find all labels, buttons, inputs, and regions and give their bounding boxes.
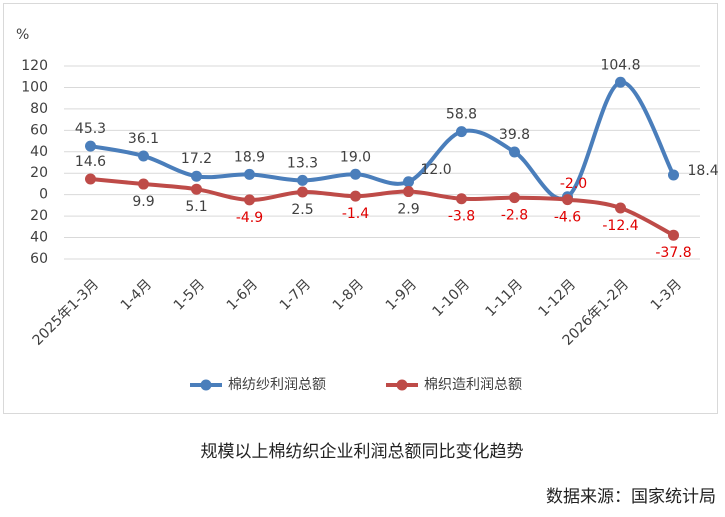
data-label: -4.6 [554, 210, 581, 226]
data-label: 45.3 [75, 121, 106, 137]
data-point [85, 173, 96, 185]
data-label: 18.9 [234, 149, 265, 165]
source: 数据来源：国家统计局 [546, 487, 716, 507]
data-point [668, 169, 679, 181]
y-unit: % [16, 27, 29, 43]
data-label: 36.1 [128, 131, 159, 147]
data-point [191, 170, 202, 182]
data-point [562, 194, 573, 206]
data-label: -2.0 [560, 176, 587, 192]
data-point [509, 146, 520, 158]
data-point [138, 150, 149, 162]
data-label: 17.2 [181, 151, 212, 167]
y-tick-label: 60 [30, 251, 48, 267]
data-label: 5.1 [185, 199, 207, 215]
data-point [297, 186, 308, 198]
legend-label: 棉纺纱利润总额 [228, 376, 326, 393]
data-label: -3.8 [448, 209, 475, 225]
data-point [350, 168, 361, 180]
y-tick-label: 40 [30, 230, 48, 246]
data-point [244, 194, 255, 206]
data-label: 104.8 [600, 57, 640, 73]
data-label: -12.4 [602, 218, 638, 234]
y-tick-label: 20 [30, 165, 48, 181]
data-point [509, 192, 520, 204]
data-point [350, 190, 361, 202]
y-tick-label: 0 [39, 187, 48, 203]
chart-frame [3, 3, 718, 414]
y-tick-label: 40 [30, 144, 48, 160]
data-label: 19.0 [340, 149, 371, 165]
y-tick-label: 60 [30, 122, 48, 138]
legend-label: 棉织造利润总额 [424, 376, 522, 393]
data-point [403, 186, 414, 198]
data-point [615, 76, 626, 88]
data-label: -2.8 [501, 208, 528, 224]
chart-title: 规模以上棉纺织企业利润总额同比变化趋势 [201, 442, 524, 462]
data-label: 9.9 [132, 194, 154, 210]
data-point [85, 140, 96, 152]
data-point [138, 178, 149, 190]
data-point [244, 168, 255, 180]
data-label: 18.4 [688, 163, 719, 179]
data-point [403, 176, 414, 188]
data-label: 58.8 [446, 107, 477, 123]
data-point [615, 202, 626, 214]
data-label: 14.6 [75, 154, 106, 170]
legend-marker [396, 379, 408, 391]
data-label: 12.0 [421, 162, 452, 178]
data-label: 13.3 [287, 155, 318, 171]
data-point [191, 183, 202, 195]
data-point [456, 193, 467, 205]
data-label: -1.4 [342, 206, 369, 222]
y-tick-label: 100 [21, 79, 48, 95]
data-label: 2.9 [397, 202, 419, 218]
data-point [668, 229, 679, 241]
data-label: -4.9 [236, 210, 263, 226]
data-label: 39.8 [499, 127, 530, 143]
y-tick-label: 20 [30, 208, 48, 224]
data-point [297, 174, 308, 186]
data-point [456, 126, 467, 138]
data-label: -37.8 [655, 245, 691, 261]
legend-marker [200, 379, 212, 391]
y-tick-label: 120 [21, 58, 48, 74]
y-tick-label: 80 [30, 101, 48, 117]
data-label: 2.5 [291, 202, 313, 218]
